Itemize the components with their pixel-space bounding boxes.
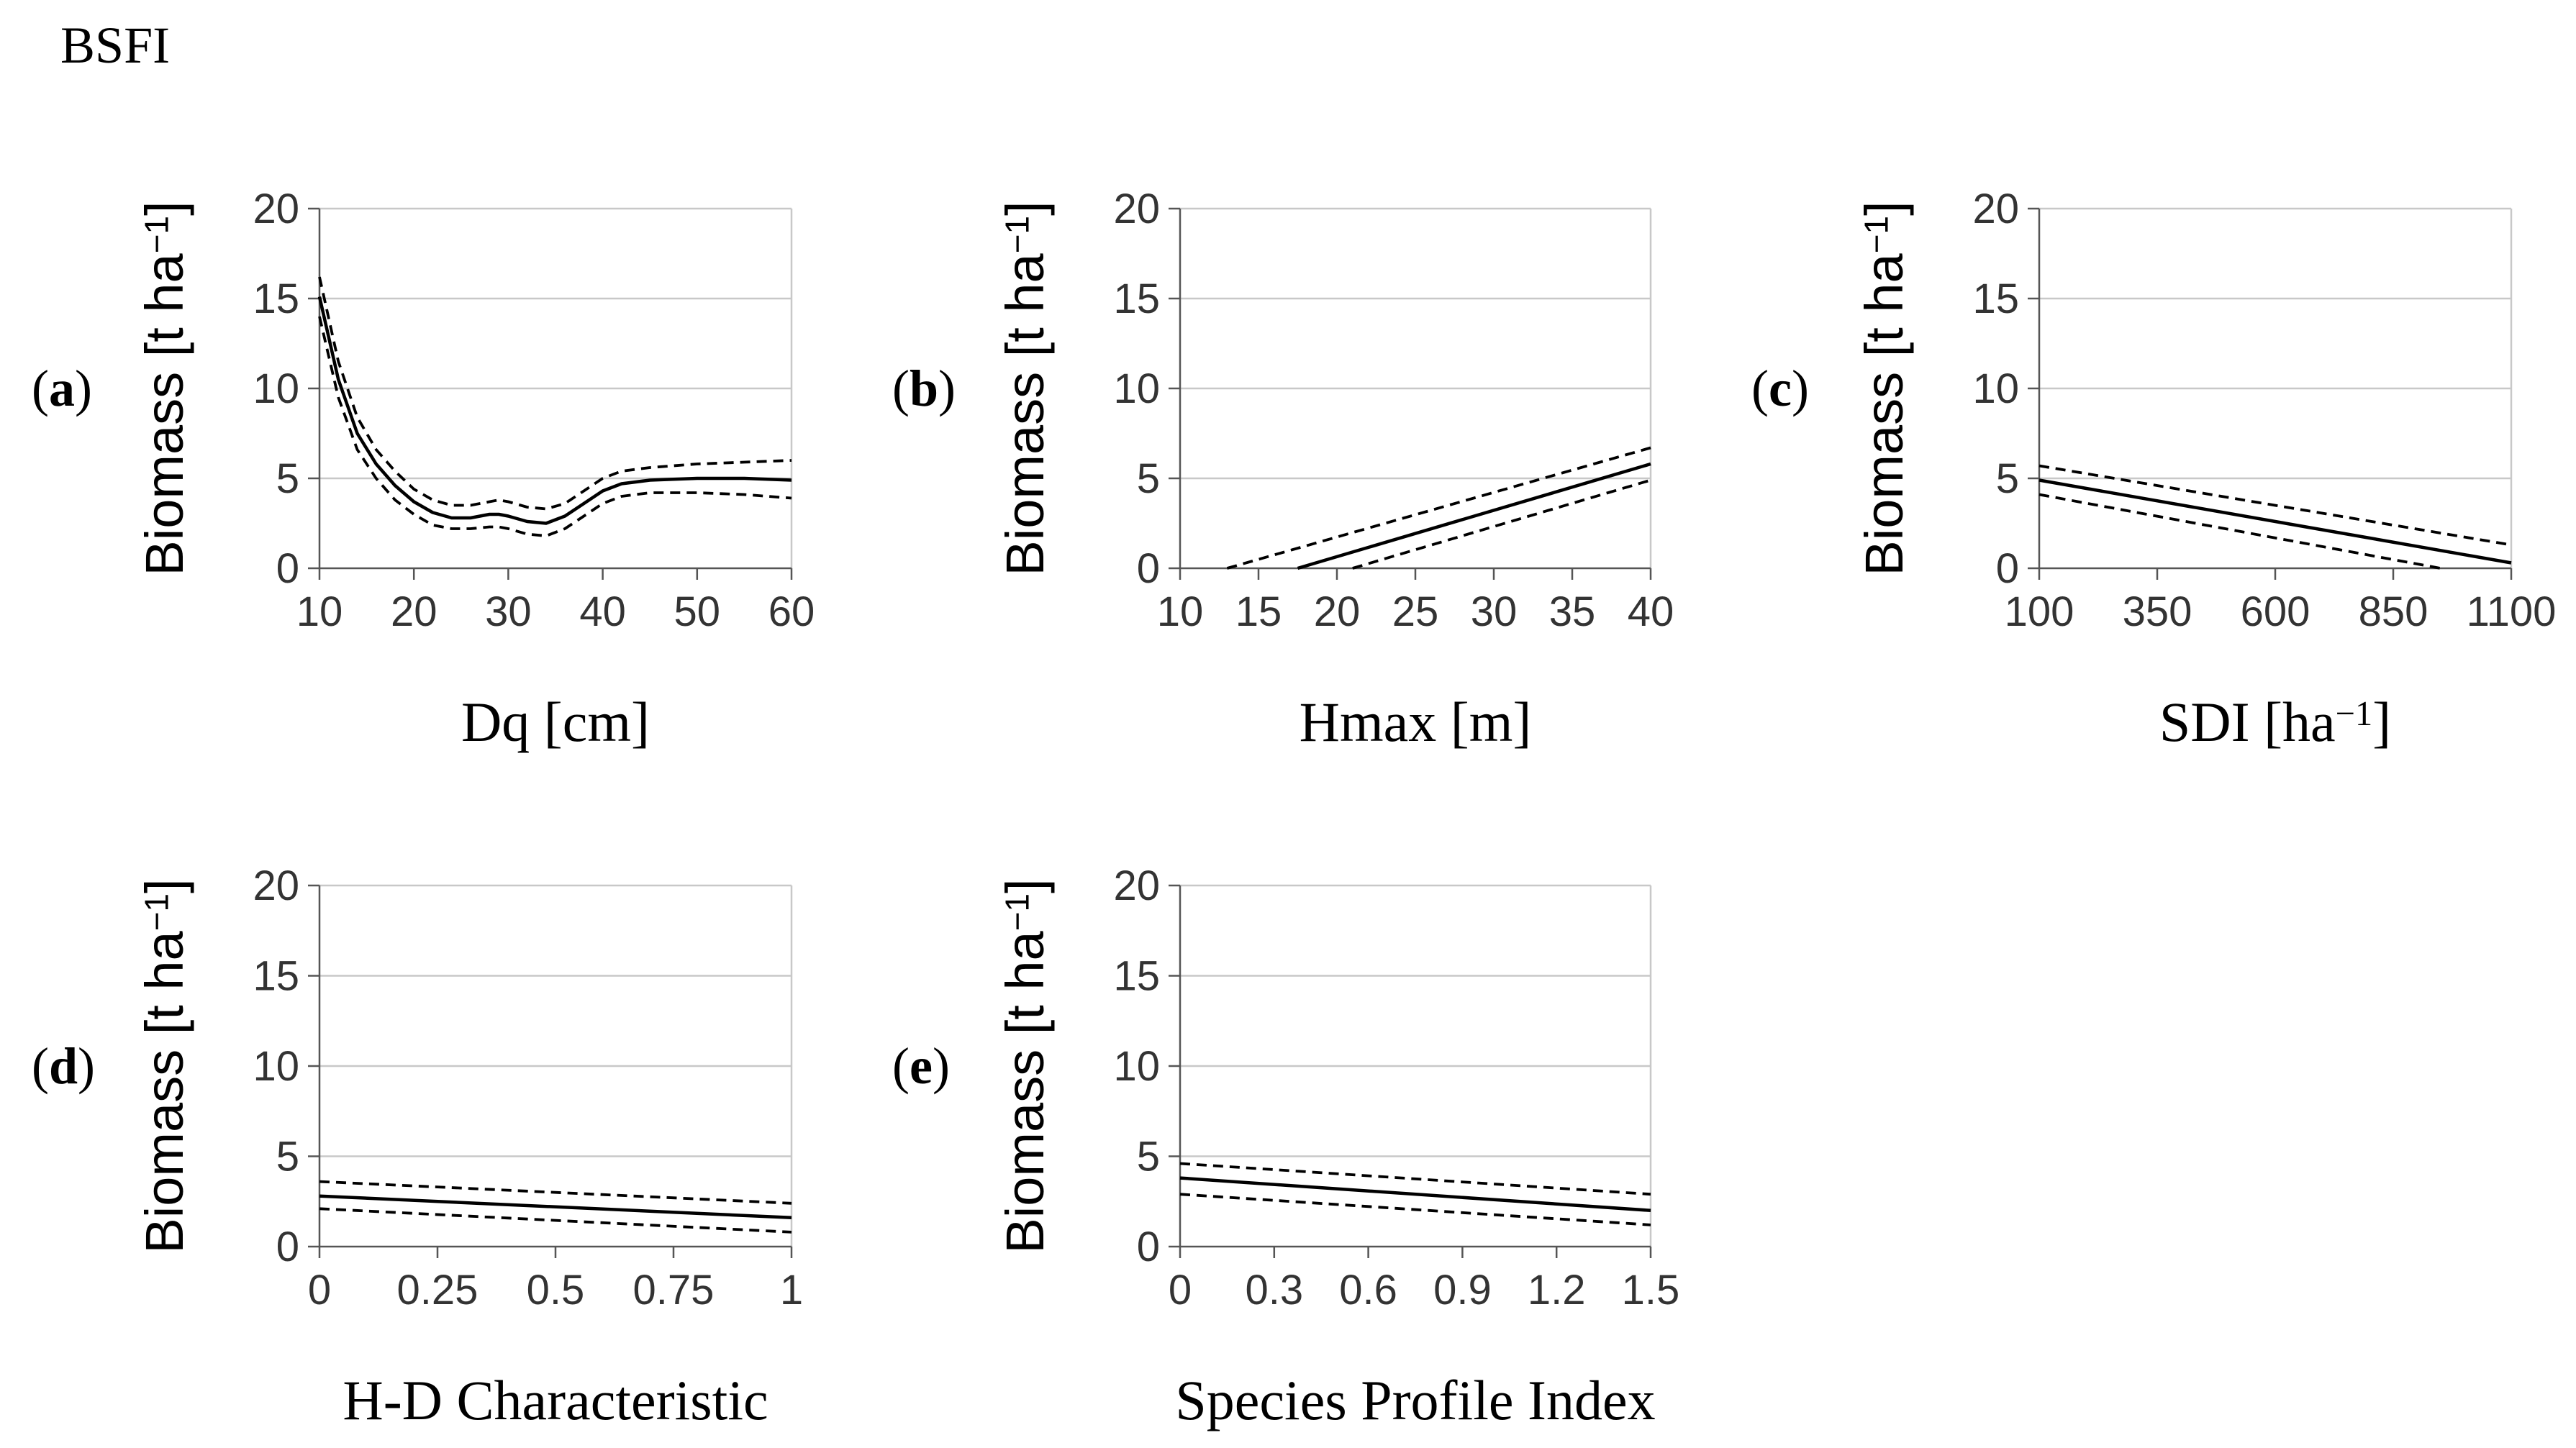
- series-lower-bound: [2038, 493, 2441, 570]
- x-tick-label: 0.9: [1433, 1267, 1492, 1313]
- series-estimate: [317, 296, 792, 525]
- y-tick-label: 5: [1137, 455, 1160, 502]
- series-upper-bound: [319, 1180, 792, 1205]
- y-tick-label: 15: [1972, 276, 2019, 322]
- x-axis-title: SDI [ha−1]: [2159, 691, 2391, 753]
- panel-a: 0 5 10 15 20 10 20 30 40 50 60 Biomass [t ha−1] Dq […: [32, 186, 815, 753]
- panel-d: 0 5 10 15 20 0 0.25 0.5 0.75 1 Biomass [t ha−1] H-D…: [32, 862, 803, 1431]
- y-tick-label: 15: [1113, 953, 1160, 1000]
- y-tick-label: 0: [1996, 545, 2019, 592]
- y-tick-label: 20: [253, 186, 299, 232]
- x-axis-title: Hmax [m]: [1300, 691, 1532, 753]
- x-tick-label: 15: [1235, 588, 1282, 635]
- series-lower-bound: [318, 316, 792, 537]
- y-tick-label: 15: [253, 276, 299, 322]
- x-tick-label: 30: [1471, 588, 1518, 635]
- x-tick-label: 100: [2005, 588, 2074, 635]
- y-axis-title: Biomass [t ha−1]: [135, 201, 194, 575]
- series-estimate: [319, 1194, 792, 1220]
- y-tick-label: 10: [1972, 365, 2019, 412]
- x-axis-title: H-D Characteristic: [343, 1369, 768, 1431]
- y-tick-label: 20: [253, 862, 299, 909]
- x-axis-title: Dq [cm]: [461, 691, 650, 753]
- y-tick-label: 10: [1113, 365, 1160, 412]
- series-estimate: [1179, 1176, 1651, 1213]
- x-tick-label: 25: [1392, 588, 1439, 635]
- x-tick-label: 0.5: [527, 1267, 585, 1313]
- y-tick-label: 5: [1137, 1134, 1160, 1180]
- series-upper-bound: [1179, 1162, 1651, 1196]
- x-tick-label: 0: [1169, 1267, 1192, 1313]
- y-tick-label: 20: [1113, 862, 1160, 909]
- y-tick-label: 0: [1137, 545, 1160, 592]
- y-tick-label: 10: [1113, 1043, 1160, 1090]
- x-tick-label: 1.5: [1622, 1267, 1680, 1313]
- panel-b: 0 5 10 15 20 10 15 20 25 30 35 40 Biomass [t ha−1] Hm…: [892, 186, 1674, 753]
- series-lower-bound: [1352, 478, 1651, 570]
- x-tick-label: 350: [2123, 588, 2192, 635]
- x-tick-label: 35: [1549, 588, 1596, 635]
- x-tick-label: 850: [2359, 588, 2428, 635]
- series-estimate: [1297, 462, 1651, 570]
- y-tick-label: 0: [1137, 1224, 1160, 1270]
- panel-label: (c): [1751, 360, 1809, 417]
- y-tick-label: 10: [253, 1043, 299, 1090]
- x-tick-label: 60: [768, 588, 815, 635]
- y-tick-label: 5: [276, 1134, 299, 1180]
- y-tick-label: 20: [1113, 186, 1160, 232]
- x-tick-label: 20: [391, 588, 437, 635]
- panel-label: (a): [32, 360, 92, 417]
- x-tick-label: 0.3: [1245, 1267, 1303, 1313]
- x-tick-label: 600: [2241, 588, 2310, 635]
- x-tick-label: 10: [1157, 588, 1204, 635]
- y-tick-label: 5: [276, 455, 299, 502]
- x-tick-label: 20: [1314, 588, 1361, 635]
- panel-label: (b): [892, 360, 956, 417]
- series-lower-bound: [1179, 1193, 1651, 1226]
- x-tick-label: 1: [780, 1267, 803, 1313]
- x-tick-label: 10: [296, 588, 343, 635]
- y-tick-label: 0: [276, 1224, 299, 1270]
- x-tick-label: 1.2: [1528, 1267, 1586, 1313]
- y-tick-label: 10: [253, 365, 299, 412]
- x-tick-label: 0: [308, 1267, 331, 1313]
- panel-label: (d): [32, 1037, 95, 1095]
- y-tick-label: 15: [1113, 276, 1160, 322]
- y-axis-title: Biomass [t ha−1]: [1854, 201, 1914, 575]
- y-tick-label: 15: [253, 953, 299, 1000]
- series-upper-bound: [2038, 464, 2512, 547]
- y-tick-label: 0: [276, 545, 299, 592]
- y-axis-title: Biomass [t ha−1]: [995, 201, 1055, 575]
- y-tick-label: 20: [1972, 186, 2019, 232]
- series-lower-bound: [319, 1207, 792, 1234]
- x-tick-label: 30: [485, 588, 532, 635]
- panel-c: 0 5 10 15 20 100 350 600 850 1100 Biomass [t ha−1]…: [1751, 186, 2556, 753]
- x-tick-label: 1100: [2467, 588, 2557, 635]
- y-tick-label: 5: [1996, 455, 2019, 502]
- series-upper-bound: [1226, 446, 1651, 570]
- y-axis-title: Biomass [t ha−1]: [995, 878, 1055, 1253]
- panel-e: 0 5 10 15 20 0 0.3 0.6 0.9 1.2 1.5 Biomass [t ha−1]…: [892, 862, 1679, 1431]
- x-tick-label: 0.75: [633, 1267, 715, 1313]
- panel-label: (e): [892, 1037, 950, 1095]
- figure-title: BSFI: [60, 17, 171, 74]
- x-tick-label: 40: [1628, 588, 1674, 635]
- series-estimate: [2038, 478, 2512, 565]
- x-axis-title: Species Profile Index: [1175, 1369, 1655, 1431]
- x-tick-label: 0.25: [397, 1267, 479, 1313]
- x-tick-label: 50: [674, 588, 721, 635]
- series-upper-bound: [318, 276, 792, 511]
- x-tick-label: 0.6: [1339, 1267, 1397, 1313]
- x-tick-label: 40: [579, 588, 626, 635]
- y-axis-title: Biomass [t ha−1]: [135, 878, 194, 1253]
